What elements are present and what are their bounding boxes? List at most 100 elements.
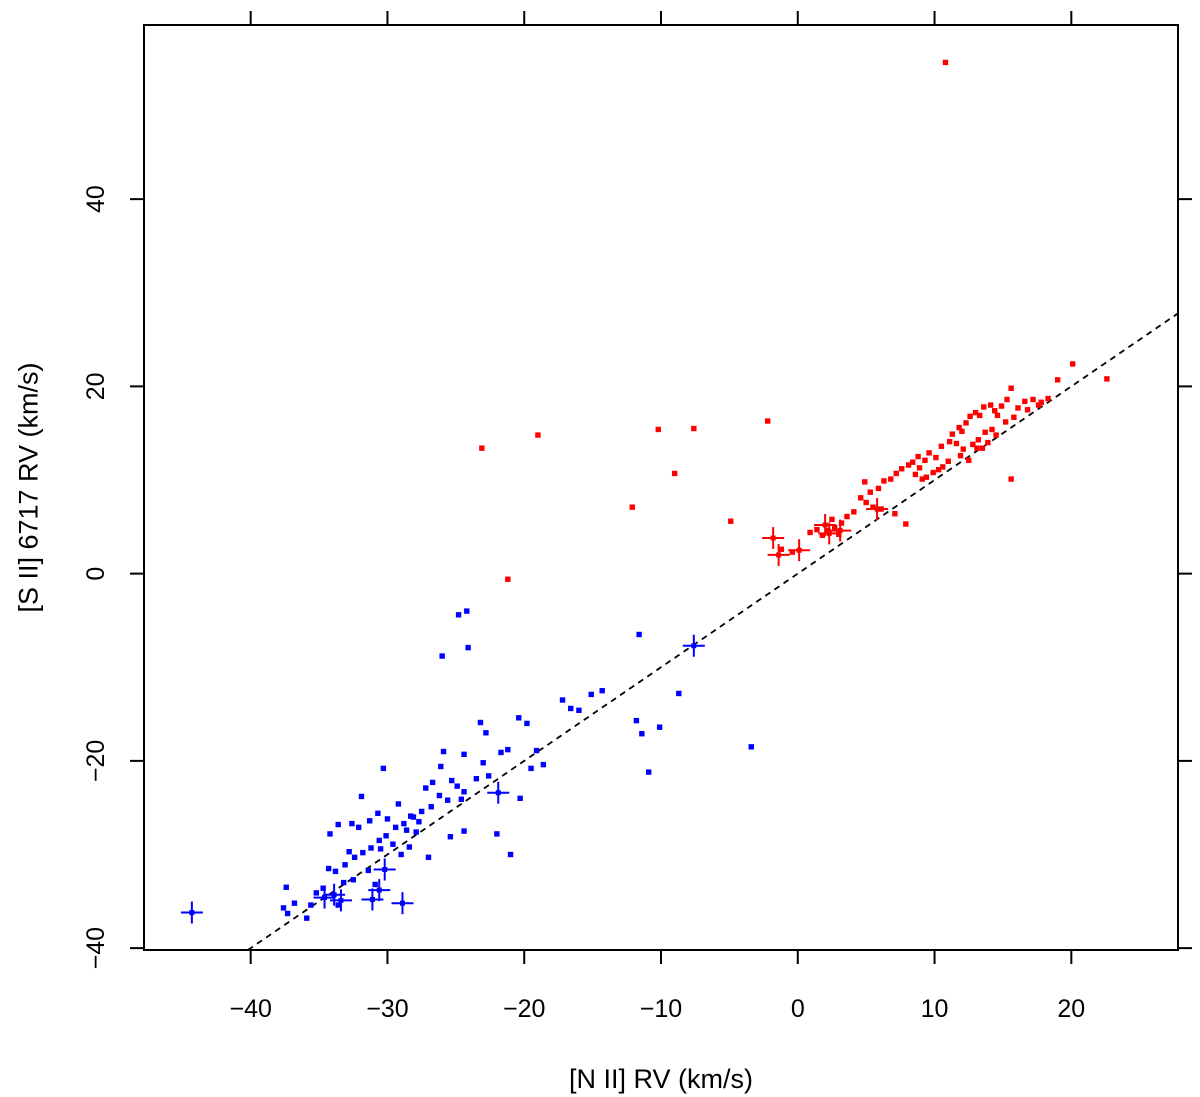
data-point-square: [280, 905, 287, 911]
data-point-square: [960, 446, 966, 452]
data-point-square: [401, 820, 407, 827]
data-point-square: [447, 834, 454, 840]
data-point-square: [392, 824, 399, 831]
data-point-square: [989, 426, 995, 433]
data-point-square: [629, 504, 635, 510]
data-point-square: [985, 439, 991, 446]
data-point-plus: [818, 522, 841, 545]
data-point-square: [494, 831, 500, 837]
data-point-square: [395, 801, 402, 807]
data-point-square: [375, 810, 381, 817]
data-point-square: [728, 518, 734, 524]
data-point-square: [308, 902, 314, 908]
data-point-square: [972, 409, 979, 416]
y-tick-label: 0: [82, 567, 110, 581]
data-point-square: [384, 816, 391, 822]
data-point-square: [576, 707, 582, 714]
data-point-square: [313, 890, 320, 896]
data-point-square: [656, 724, 663, 730]
data-point-square: [440, 748, 447, 755]
data-point-square: [505, 576, 511, 582]
data-point-square: [461, 789, 467, 795]
y-tick-label: −20: [82, 740, 110, 782]
data-point-square: [888, 476, 894, 482]
data-point-square: [909, 459, 916, 465]
data-point-square: [418, 808, 425, 815]
data-point-square: [588, 691, 594, 698]
data-point-square: [863, 499, 869, 506]
plus-center: [322, 895, 328, 901]
data-point-square: [938, 443, 945, 450]
data-point-square: [956, 424, 962, 431]
axes-layer: −40 −30 −20 −10 0 10 20 −40 −20 0 20 40: [82, 11, 1192, 1023]
data-point-square: [789, 549, 796, 555]
data-point-square: [639, 731, 645, 737]
data-point-plus: [767, 543, 790, 566]
data-point-square: [942, 59, 949, 66]
data-point-plus: [487, 781, 510, 804]
data-point-square: [881, 478, 887, 484]
data-point-square: [1004, 396, 1010, 403]
data-point-square: [851, 509, 857, 515]
data-point-square: [946, 438, 953, 445]
data-point-square: [320, 885, 326, 891]
data-point-plus: [788, 539, 811, 562]
data-point-square: [987, 402, 994, 408]
data-point-square: [959, 428, 965, 435]
data-point-square: [479, 445, 485, 451]
data-point-square: [383, 833, 389, 839]
data-point-plus: [866, 498, 889, 521]
data-point-square: [982, 429, 988, 435]
data-point-square: [449, 777, 455, 784]
plus-center: [796, 547, 802, 553]
plus-center: [400, 900, 405, 906]
x-tick-label: 0: [791, 995, 805, 1023]
data-point-square: [992, 408, 998, 414]
data-point-square: [857, 495, 864, 501]
data-point-square: [764, 418, 771, 424]
plus-center: [776, 552, 782, 558]
data-point-square: [438, 763, 444, 770]
data-point-square: [485, 773, 492, 779]
data-point-square: [410, 814, 417, 820]
data-point-square: [366, 818, 373, 824]
data-point-square: [963, 420, 969, 426]
data-point-square: [1002, 419, 1009, 425]
data-point-square: [1024, 407, 1031, 413]
data-point-square: [335, 821, 341, 828]
data-point-square: [967, 413, 973, 420]
data-point-square: [507, 851, 514, 858]
data-point-square: [480, 760, 486, 766]
data-point-square: [915, 453, 921, 460]
data-point-square: [498, 749, 504, 756]
data-point-square: [1015, 405, 1021, 411]
plus-center: [691, 643, 697, 649]
data-point-square: [528, 765, 534, 772]
data-point-square: [676, 690, 682, 697]
data-point-square: [454, 783, 460, 789]
data-point-square: [919, 476, 925, 482]
data-point-square: [416, 819, 422, 825]
data-point-square: [368, 845, 374, 851]
data-point-square: [838, 520, 845, 526]
data-point-square: [283, 884, 289, 890]
plus-center: [369, 896, 375, 902]
data-point-square: [844, 513, 850, 520]
plus-center: [382, 866, 388, 872]
plot-frame: [143, 24, 1179, 951]
data-point-square: [975, 437, 982, 443]
data-point-square: [870, 504, 876, 510]
data-point-square: [483, 730, 489, 736]
data-point-square: [903, 521, 909, 527]
data-point-square: [332, 868, 339, 875]
data-point-square: [994, 412, 1001, 419]
data-point-square: [940, 464, 946, 470]
y-tick-label: 40: [82, 185, 110, 213]
data-point-plus: [368, 879, 391, 902]
data-point-plus: [329, 889, 352, 912]
data-point-square: [867, 489, 873, 495]
data-point-square: [922, 457, 928, 464]
data-point-square: [351, 854, 358, 861]
data-point-square: [875, 485, 882, 492]
data-point-square: [912, 471, 919, 478]
